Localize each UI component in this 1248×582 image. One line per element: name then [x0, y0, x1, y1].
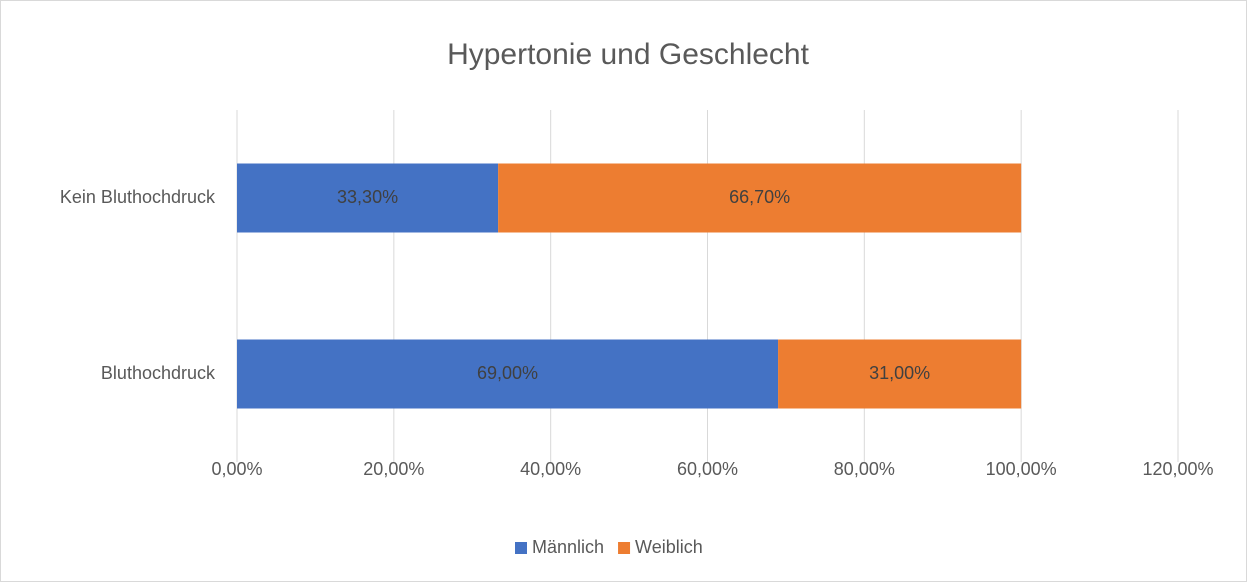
legend-swatch [515, 542, 527, 554]
bar [498, 163, 1022, 233]
legend-swatch [618, 542, 631, 554]
bar [778, 339, 1022, 409]
legend-label: Weiblich [635, 537, 703, 557]
y-tick-label: Kein Bluthochdruck [60, 187, 216, 207]
data-label: 66,70% [729, 187, 790, 207]
chart-title: Hypertonie und Geschlecht [447, 38, 810, 71]
bar [237, 339, 779, 409]
legend-label: Männlich [532, 537, 604, 557]
bar [237, 163, 499, 233]
x-tick-label: 20,00% [363, 459, 424, 479]
x-tick-label: 120,00% [1142, 459, 1213, 479]
y-tick-label: Bluthochdruck [101, 363, 216, 383]
x-tick-label: 60,00% [677, 459, 738, 479]
x-tick-label: 40,00% [520, 459, 581, 479]
data-label: 33,30% [337, 187, 398, 207]
data-label: 31,00% [869, 363, 930, 383]
x-tick-label: 80,00% [834, 459, 895, 479]
x-tick-label: 100,00% [986, 459, 1057, 479]
x-tick-label: 0,00% [211, 459, 262, 479]
data-label: 69,00% [477, 363, 538, 383]
